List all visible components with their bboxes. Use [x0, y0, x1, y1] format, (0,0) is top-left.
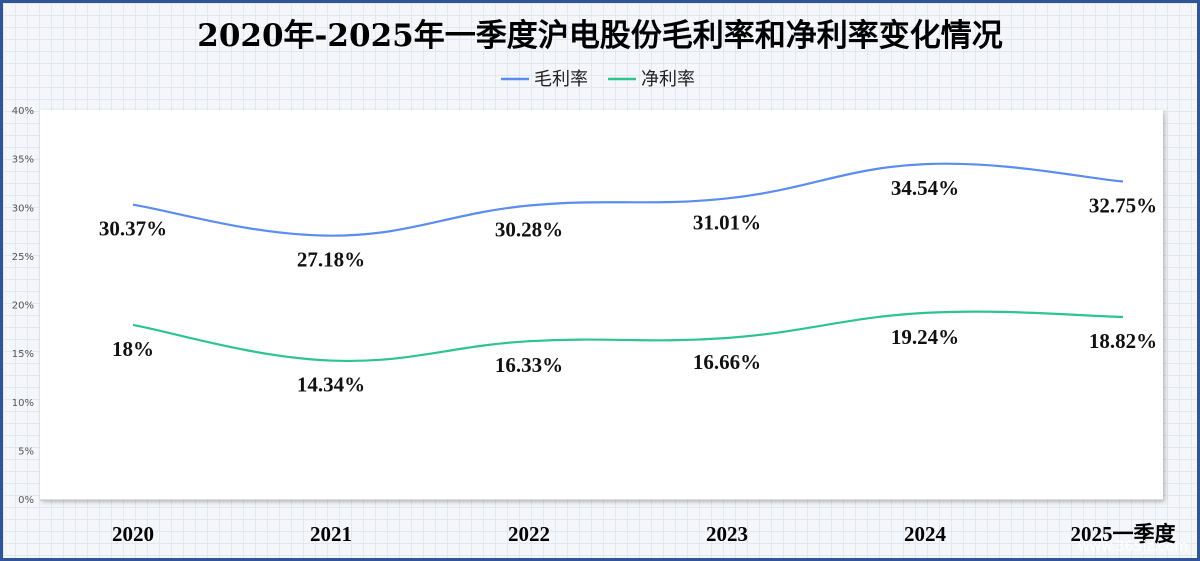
data-label: 27.18% [297, 248, 365, 272]
x-tick-label: 2025一季度 [1071, 522, 1176, 546]
x-tick-label: 2020 [112, 522, 154, 546]
y-tick-label: 15% [12, 349, 34, 360]
data-label: 18.82% [1089, 329, 1157, 353]
series-line-2 [132, 310, 1124, 363]
data-label: 16.33% [495, 353, 563, 377]
data-label: 31.01% [693, 210, 761, 234]
x-tick-label: 2024 [904, 522, 947, 546]
legend-label: 毛利率 [534, 69, 588, 90]
data-label: 19.24% [891, 325, 959, 349]
legend: 毛利率 净利率 [501, 69, 695, 90]
data-labels: 30.37% 27.18% 30.28% 31.01% 34.54% 32.75% 18% 1… [99, 176, 1157, 396]
plot-area [40, 110, 1163, 500]
data-label: 14.34% [297, 373, 365, 397]
data-label: 34.54% [891, 176, 959, 200]
y-tick-label: 5% [18, 446, 34, 457]
watermark: www.365jz.com [1078, 539, 1188, 555]
data-label: 16.66% [693, 350, 761, 374]
x-axis: 2020 2021 2022 2023 2024 2025一季度 [112, 522, 1176, 546]
line-chart: 2020年-2025年一季度沪电股份毛利率和净利率变化情况 毛利率 净利率 0% 5… [12, 18, 1188, 555]
chart-title: 2020年-2025年一季度沪电股份毛利率和净利率变化情况 [197, 18, 1002, 54]
y-tick-label: 10% [12, 398, 34, 409]
y-tick-label: 20% [12, 301, 34, 312]
y-tick-label: 40% [12, 106, 34, 117]
data-label: 30.28% [495, 218, 563, 242]
series-line-1 [132, 162, 1124, 237]
data-label: 18% [112, 337, 154, 361]
y-tick-label: 30% [12, 203, 34, 214]
y-axis: 0% 5% 10% 15% 20% 25% 30% 35% 40% [12, 106, 1163, 506]
data-label: 30.37% [99, 217, 167, 241]
y-tick-label: 0% [18, 495, 34, 506]
x-tick-label: 2023 [706, 522, 748, 546]
y-tick-label: 35% [12, 155, 34, 166]
legend-label: 净利率 [641, 69, 695, 90]
series-layer [132, 162, 1124, 363]
data-label: 32.75% [1089, 194, 1157, 218]
x-tick-label: 2021 [310, 522, 352, 546]
y-tick-label: 25% [12, 252, 34, 263]
x-tick-label: 2022 [508, 522, 550, 546]
